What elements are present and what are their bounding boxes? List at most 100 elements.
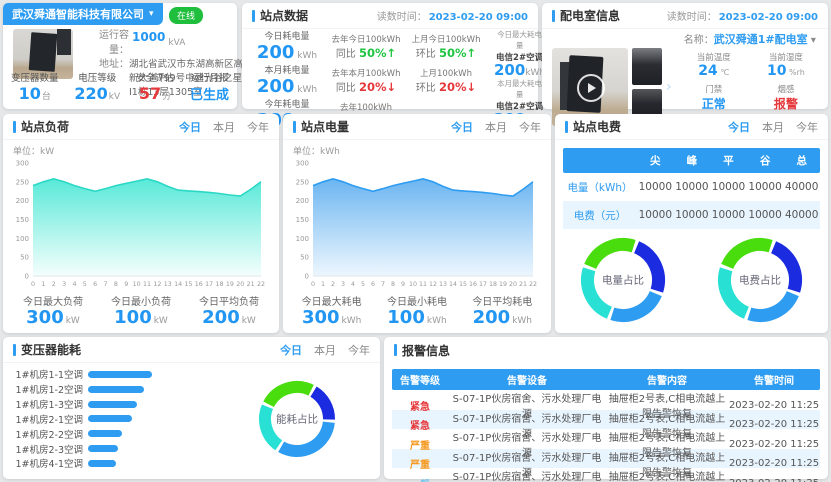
tab-本月[interactable]: 本月 xyxy=(762,120,784,134)
capacity-unit: kVA xyxy=(168,37,186,48)
svg-text:2: 2 xyxy=(52,281,56,288)
svg-text:3: 3 xyxy=(341,281,345,288)
site-data-panel: 站点数据 读数时间： 2023-02-20 09:00 今日耗电量 200 kWh 去… xyxy=(242,3,545,176)
energy-panel: 站点电量 今日 本月 今年 单位：kWh 0 50 100 150 200 250 300 0 1 2… xyxy=(283,114,551,333)
tab-本月[interactable]: 本月 xyxy=(213,120,235,134)
alarm-row: 严重 S-07-1P伙房宿舍、污水处理厂电源 抽屉柜2号表,C相电流越上限告警恢复 2… xyxy=(392,448,820,479)
svg-text:15: 15 xyxy=(184,281,192,288)
svg-text:200: 200 xyxy=(296,197,309,205)
svg-text:0: 0 xyxy=(31,281,35,288)
site-data-row: 本月耗电量 200 kWh 去年本月100kWh 同比 20%↓ 上月100kWh 环比 … xyxy=(256,66,477,97)
site-data-rows: 今日耗电量 200 kWh 去年今日100kWh 同比 50%↑ 上月今日100kWh 环… xyxy=(248,29,486,131)
tab-今年[interactable]: 今年 xyxy=(247,120,269,134)
svg-text:能耗占比: 能耗占比 xyxy=(276,413,318,426)
svg-text:150: 150 xyxy=(16,216,29,224)
svg-text:4: 4 xyxy=(72,281,76,288)
fee-title: 站点电费 xyxy=(565,118,621,135)
svg-text:10: 10 xyxy=(133,281,141,288)
tab-本月[interactable]: 本月 xyxy=(485,120,507,134)
svg-text:3: 3 xyxy=(62,281,66,288)
svg-text:12: 12 xyxy=(153,281,161,288)
tab-本月[interactable]: 本月 xyxy=(314,343,336,357)
svg-text:1: 1 xyxy=(41,281,45,288)
camera-video-thumbnail[interactable] xyxy=(552,48,628,126)
bar xyxy=(88,415,132,423)
svg-text:9: 9 xyxy=(124,281,128,288)
tab-今年[interactable]: 今年 xyxy=(348,343,370,357)
svg-text:13: 13 xyxy=(439,281,447,288)
svg-text:19: 19 xyxy=(499,281,507,288)
bar xyxy=(88,430,122,438)
chart-stat: 今日最大耗电 300 kWh xyxy=(301,297,362,328)
load-unit-label: 单位：kW xyxy=(13,147,55,157)
transformer-title: 变压器能耗 xyxy=(13,341,81,358)
svg-text:21: 21 xyxy=(519,281,527,288)
svg-text:0: 0 xyxy=(311,281,315,288)
chart-stat: 今日平均负荷 200 kW xyxy=(199,297,259,328)
svg-text:300: 300 xyxy=(16,160,29,168)
dist-room-selector[interactable]: 名称：武汉舜通1#配电室 ▾ xyxy=(683,33,816,46)
tab-今日[interactable]: 今日 xyxy=(728,120,750,134)
tab-今日[interactable]: 今日 xyxy=(451,120,473,134)
svg-text:50: 50 xyxy=(300,254,309,262)
tab-今日[interactable]: 今日 xyxy=(179,120,201,134)
svg-text:50: 50 xyxy=(20,254,29,262)
fee-table-row: 电量（kWh） 10000 10000 10000 10000 40000 xyxy=(567,181,819,194)
load-tabs: 今日 本月 今年 xyxy=(179,119,269,135)
svg-text:6: 6 xyxy=(93,281,97,288)
fee-table-row: 电费（元） 10000 10000 10000 10000 40000 xyxy=(563,201,820,229)
address-value: 湖北省武汉市东湖高新区高新大道799号中建光谷之星I1栋13层1305室 xyxy=(129,59,244,98)
photo-thumbnail-1[interactable] xyxy=(632,48,662,85)
load-panel: 站点负荷 今日 本月 今年 单位：kW 0 50 100 150 200 250 300 0 1 2 3… xyxy=(3,114,279,333)
tab-今年[interactable]: 今年 xyxy=(519,120,541,134)
svg-text:20: 20 xyxy=(236,281,244,288)
svg-text:100: 100 xyxy=(296,235,309,243)
svg-text:100: 100 xyxy=(16,235,29,243)
svg-text:7: 7 xyxy=(381,281,385,288)
svg-text:17: 17 xyxy=(479,281,487,288)
tab-今日[interactable]: 今日 xyxy=(280,343,302,357)
svg-text:10: 10 xyxy=(409,281,417,288)
company-name: 武汉舜通智能科技有限公司 xyxy=(12,8,144,21)
alarm-table-header: 告警等级 告警设备 告警内容 告警时间 xyxy=(392,369,820,390)
capacity-value: 1000 xyxy=(132,30,166,44)
svg-text:250: 250 xyxy=(296,178,309,186)
company-stat: 变压器数量 10台 xyxy=(10,73,59,103)
load-title: 站点负荷 xyxy=(13,118,69,135)
fee-tabs: 今日 本月 今年 xyxy=(728,119,818,135)
play-icon[interactable] xyxy=(577,74,605,102)
company-selector[interactable]: 武汉舜通智能科技有限公司 ▾ xyxy=(3,3,163,25)
svg-text:200: 200 xyxy=(16,197,29,205)
energy-ratio-donut-chart: 电量占比 xyxy=(580,237,666,327)
energy-unit-label: 单位：kWh xyxy=(293,147,340,157)
svg-text:11: 11 xyxy=(143,281,151,288)
cost-ratio-donut-chart: 电费占比 xyxy=(717,237,803,327)
site-data-title: 站点数据 xyxy=(252,7,308,24)
svg-text:5: 5 xyxy=(361,281,365,288)
chart-stat: 今日最大负荷 300 kW xyxy=(23,297,83,328)
chart-stat: 今日平均耗电 200 kWh xyxy=(472,297,533,328)
bar xyxy=(88,400,137,408)
chevron-right-icon[interactable]: › xyxy=(666,79,672,95)
company-photo xyxy=(13,29,73,79)
company-stat: 电压等级 220kV xyxy=(74,73,121,103)
alarm-row: 紧急 S-07-1P伙房宿舍、污水处理厂电源 抽屉柜2号表,C相电流越上限告警恢复 2… xyxy=(392,409,820,440)
transformer-bar-row: 1#机房1-3空调 xyxy=(11,397,221,411)
alarm-row: 紧急 S-07-1P伙房宿舍、污水处理厂电源 抽屉柜2号表,C相电流越上限告警恢复 2… xyxy=(410,394,820,420)
alarm-row: 一般S-07-1P伙房宿舍、污水处理厂电源抽屉柜2号表,C相电流越上限告警恢复2… xyxy=(410,472,819,482)
online-badge: 在线 xyxy=(169,7,204,24)
svg-text:0: 0 xyxy=(305,273,309,281)
chart-stat: 今日最小负荷 100 kW xyxy=(111,297,171,328)
alarm-table: 告警等级 告警设备 告警内容 告警时间紧急 S-07-1P伙房宿舍、污水处理厂电源 抽屉柜… xyxy=(392,369,820,482)
company-panel: 武汉舜通智能科技有限公司 ▾ 在线 运行容量： 1000 kVA 地址： 湖北省… xyxy=(3,3,243,109)
svg-text:22: 22 xyxy=(529,281,537,288)
transformer-bar-row: 1#机房1-1空调 xyxy=(11,367,221,381)
tab-今年[interactable]: 今年 xyxy=(796,120,818,134)
svg-text:14: 14 xyxy=(174,281,182,288)
fee-table: 尖峰平谷总电量（kWh） 10000 10000 10000 10000 40000 电费（… xyxy=(563,148,820,229)
chart-stat: 今日最小耗电 100 kWh xyxy=(386,297,447,328)
svg-text:19: 19 xyxy=(226,281,234,288)
svg-text:1: 1 xyxy=(321,281,325,288)
transformer-bar-row: 1#机房4-1空调 xyxy=(11,456,221,470)
consumption-ratio-donut-chart: 能耗占比 xyxy=(221,363,372,475)
